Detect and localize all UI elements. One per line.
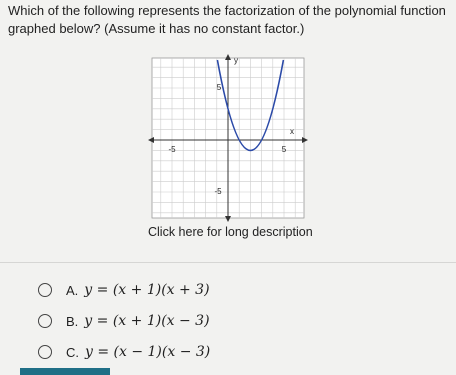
option[interactable]: B. y = (x + 1)(x − 3) xyxy=(38,311,210,331)
x-tick-label: 5 xyxy=(282,145,287,154)
y-axis-label: y xyxy=(234,56,238,65)
option-letter: A. xyxy=(66,282,79,298)
submit-bar[interactable] xyxy=(20,368,110,375)
option-letter: B. xyxy=(66,313,79,329)
x-axis-label: x xyxy=(290,127,294,136)
option[interactable]: C. y = (x − 1)(x − 3) xyxy=(38,342,210,362)
separator xyxy=(0,262,456,263)
radio-button[interactable] xyxy=(38,283,52,297)
parabola xyxy=(216,59,285,151)
y-tick-label: -5 xyxy=(214,187,222,196)
option-text: y = (x + 1)(x + 3) xyxy=(84,282,210,298)
question: Which of the following represents the fa… xyxy=(8,3,446,36)
option-text: y = (x − 1)(x − 3) xyxy=(85,344,211,360)
y-tick-label: 5 xyxy=(217,83,222,92)
option-letter: C. xyxy=(66,344,79,360)
option[interactable]: A. y = (x + 1)(x + 3) xyxy=(38,280,210,300)
x-tick-label: -5 xyxy=(168,145,176,154)
graph: y x -5 5 5 -5 xyxy=(148,54,308,222)
long-description-link[interactable]: Click here for long description xyxy=(148,225,313,239)
option-text: y = (x + 1)(x − 3) xyxy=(84,313,210,329)
radio-button[interactable] xyxy=(38,314,52,328)
radio-button[interactable] xyxy=(38,345,52,359)
